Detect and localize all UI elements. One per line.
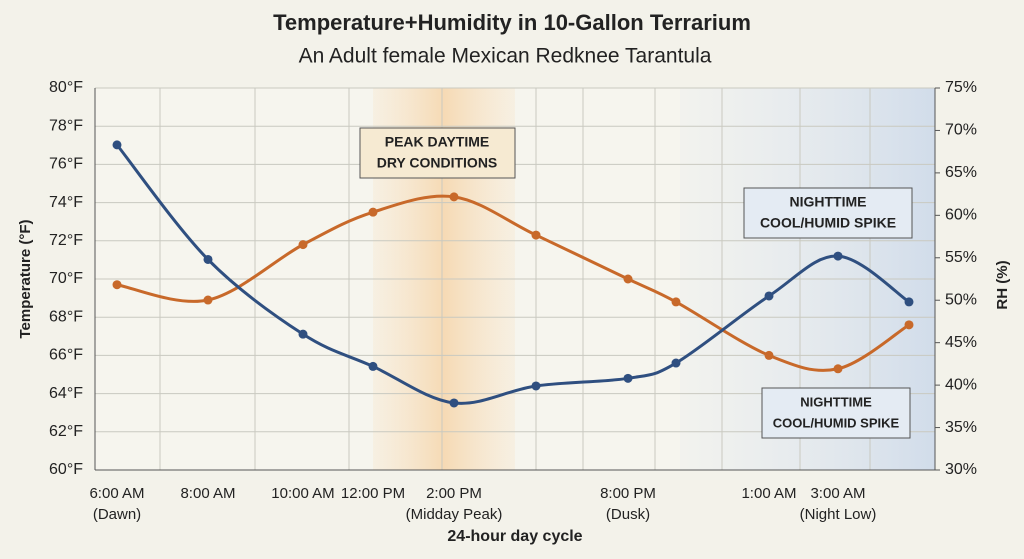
chart-subtitle: An Adult female Mexican Redknee Tarantul… bbox=[299, 45, 712, 68]
y-tick-label: 60°F bbox=[49, 461, 83, 478]
point bbox=[671, 358, 681, 368]
point bbox=[203, 254, 213, 264]
point bbox=[112, 280, 122, 290]
x-tick-label: 8:00 AM bbox=[180, 485, 235, 502]
y-tick-label: 74°F bbox=[49, 194, 83, 211]
marks bbox=[112, 140, 914, 408]
point bbox=[112, 140, 122, 150]
point bbox=[531, 230, 541, 240]
point bbox=[449, 398, 459, 408]
y2-tick-label: 35% bbox=[945, 419, 977, 436]
annotation-text: PEAK DAYTIME bbox=[385, 134, 490, 150]
point bbox=[531, 381, 541, 391]
y-tick-label: 70°F bbox=[49, 270, 83, 287]
point bbox=[671, 297, 681, 307]
series-line bbox=[115, 143, 910, 405]
point bbox=[449, 192, 459, 202]
point bbox=[368, 361, 378, 371]
annotation-text: COOL/HUMID SPIKE bbox=[760, 215, 896, 231]
annotation-text: DRY CONDITIONS bbox=[377, 155, 498, 171]
x-tick-label: 8:00 PM bbox=[600, 485, 656, 502]
x-tick-label: 2:00 PM bbox=[426, 485, 482, 502]
annotation-text: COOL/HUMID SPIKE bbox=[773, 415, 900, 430]
point bbox=[833, 364, 843, 374]
y-tick-label: 78°F bbox=[49, 117, 83, 134]
point bbox=[904, 320, 914, 330]
y2-tick-label: 45% bbox=[945, 334, 977, 351]
x-tick-label: 3:00 AM bbox=[810, 485, 865, 502]
x-tick-note: (Midday Peak) bbox=[406, 506, 503, 523]
annotation-box bbox=[761, 387, 911, 439]
x-tick-label: 6:00 AM bbox=[89, 485, 144, 502]
annotations: PEAK DAYTIME DRY CONDITIONS NIGHTTIME CO… bbox=[359, 127, 913, 439]
y2-tick-label: 65% bbox=[945, 164, 977, 181]
point bbox=[833, 251, 843, 261]
point bbox=[764, 350, 774, 360]
y2-tick-label: 40% bbox=[945, 376, 977, 393]
point bbox=[623, 373, 633, 383]
x-axis-label: 24-hour day cycle bbox=[447, 528, 582, 545]
annotation-box bbox=[359, 127, 516, 179]
y-tick-label: 66°F bbox=[49, 347, 83, 364]
point bbox=[203, 295, 213, 305]
x-tick-label: 10:00 AM bbox=[271, 485, 334, 502]
x-tick-label: 1:00 AM bbox=[741, 485, 796, 502]
point bbox=[623, 274, 633, 284]
point bbox=[764, 291, 774, 301]
y-tick-label: 68°F bbox=[49, 308, 83, 325]
y-tick-label: 76°F bbox=[49, 156, 83, 173]
y2-tick-label: 50% bbox=[945, 291, 977, 308]
point bbox=[298, 240, 308, 250]
point bbox=[904, 297, 914, 307]
y2-tick-label: 30% bbox=[945, 461, 977, 478]
x-tick-note: (Dusk) bbox=[606, 506, 650, 523]
chart-title: Temperature+Humidity in 10-Gallon Terrar… bbox=[273, 10, 751, 35]
x-tick-note: (Night Low) bbox=[800, 506, 877, 523]
y2-axis-label: RH (%) bbox=[994, 260, 1011, 309]
y2-tick-label: 75% bbox=[945, 79, 977, 96]
point bbox=[368, 207, 378, 217]
x-tick-label: 12:00 PM bbox=[341, 485, 405, 502]
y-axis-label: Temperature (°F) bbox=[17, 219, 34, 338]
y2-tick-label: 55% bbox=[945, 249, 977, 266]
annotation-text: NIGHTTIME bbox=[800, 394, 872, 409]
y2-tick-label: 70% bbox=[945, 122, 977, 139]
annotation-text: NIGHTTIME bbox=[790, 194, 867, 210]
annotation-box bbox=[743, 187, 913, 239]
x-tick-note: (Dawn) bbox=[93, 506, 141, 523]
y-tick-label: 80°F bbox=[49, 79, 83, 96]
point bbox=[298, 329, 308, 339]
y2-tick-label: 60% bbox=[945, 207, 977, 224]
y-tick-label: 72°F bbox=[49, 232, 83, 249]
y-tick-label: 62°F bbox=[49, 423, 83, 440]
y-tick-label: 64°F bbox=[49, 385, 83, 402]
